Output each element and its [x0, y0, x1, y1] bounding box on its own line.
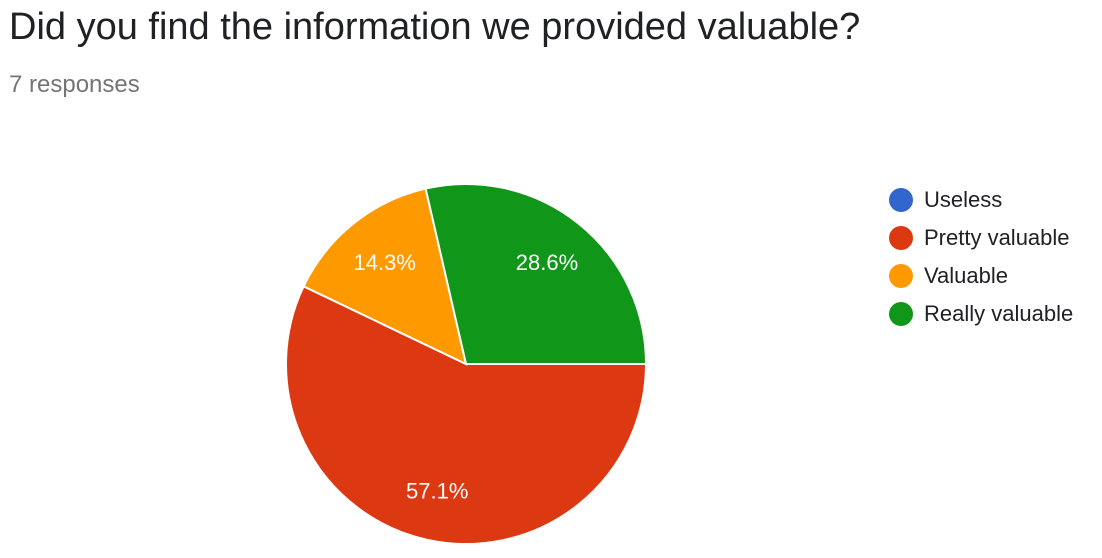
legend-swatch-icon	[889, 302, 913, 326]
pie-labels: 57.1% 14.3% 28.6%	[354, 250, 579, 503]
pie-slice-pretty-valuable[interactable]	[285, 285, 648, 545]
pie-label-valuable: 14.3%	[354, 250, 416, 275]
response-count: 7 responses	[9, 71, 140, 98]
pie-slice-really-valuable[interactable]	[424, 183, 648, 365]
pie-slice-valuable[interactable]	[302, 187, 468, 366]
pie-label-pretty-valuable: 57.1%	[406, 478, 468, 503]
legend-item-valuable[interactable]: Valuable	[889, 257, 1073, 295]
legend-item-useless[interactable]: Useless	[889, 181, 1073, 219]
legend-item-pretty-valuable[interactable]: Pretty valuable	[889, 219, 1073, 257]
question-title: Did you find the information we provided…	[9, 6, 861, 48]
chart-legend: Useless Pretty valuable Valuable Really val…	[889, 181, 1073, 333]
legend-swatch-icon	[889, 264, 913, 288]
legend-label: Pretty valuable	[924, 225, 1070, 250]
legend-swatch-icon	[889, 188, 913, 212]
legend-item-really-valuable[interactable]: Really valuable	[889, 295, 1073, 333]
pie-slices	[285, 183, 648, 545]
legend-label: Really valuable	[924, 301, 1074, 326]
legend-label: Useless	[924, 187, 1003, 212]
legend-swatch-icon	[889, 226, 913, 250]
legend-label: Valuable	[924, 263, 1008, 288]
pie-label-really-valuable: 28.6%	[516, 250, 578, 275]
